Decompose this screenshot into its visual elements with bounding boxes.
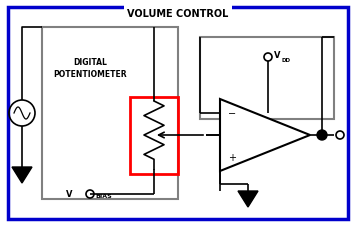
Bar xyxy=(200,38,334,119)
Text: VOLUME CONTROL: VOLUME CONTROL xyxy=(127,9,229,19)
Polygon shape xyxy=(238,191,258,207)
Polygon shape xyxy=(220,100,310,171)
Text: DIGITAL
POTENTIOMETER: DIGITAL POTENTIOMETER xyxy=(53,58,127,79)
Bar xyxy=(130,98,178,174)
Text: BIAS: BIAS xyxy=(95,194,112,199)
Bar xyxy=(42,28,178,199)
Text: V: V xyxy=(66,190,72,199)
Text: V: V xyxy=(274,51,281,60)
Text: DD: DD xyxy=(281,57,290,62)
Circle shape xyxy=(317,131,327,140)
Text: +: + xyxy=(228,152,236,162)
Text: −: − xyxy=(228,109,236,118)
Polygon shape xyxy=(12,167,32,183)
